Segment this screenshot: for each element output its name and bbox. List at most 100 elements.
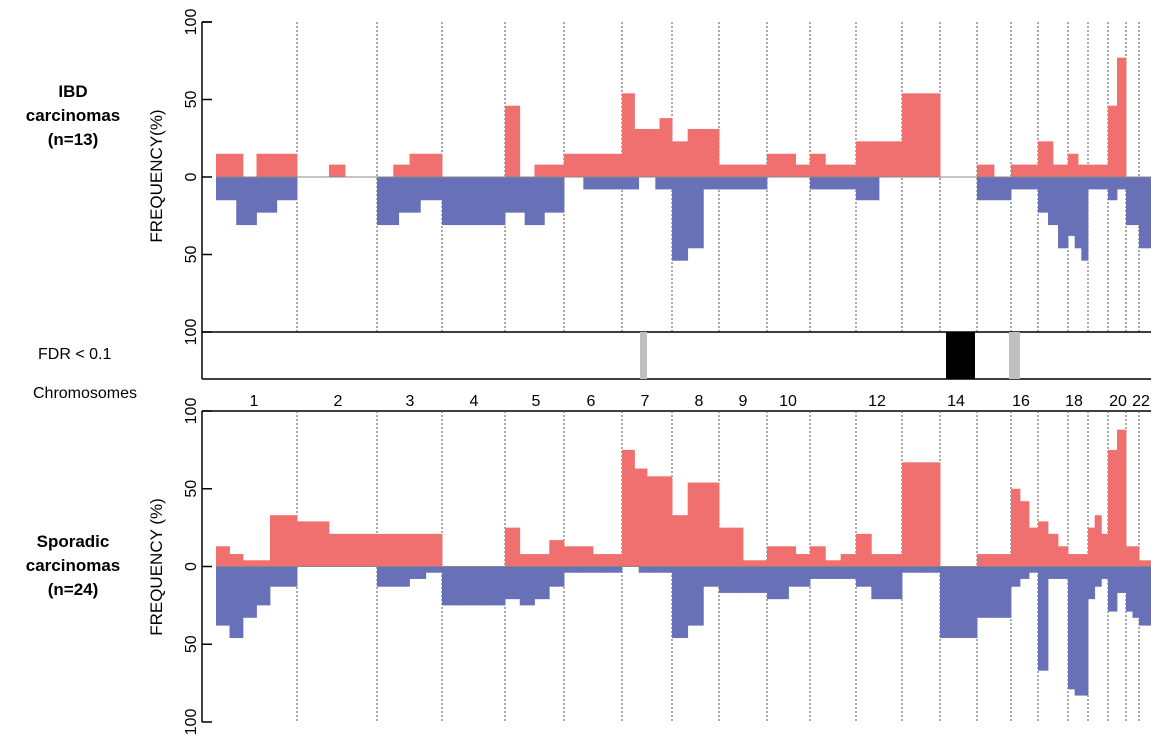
loss-bar [1058,566,1069,579]
loss-bar [958,566,978,639]
loss-bar [871,566,888,600]
chromosomes-label: Chromosomes [33,385,138,402]
loss-bar [229,566,244,639]
ibd-label-line-3: (n=13) [47,130,99,149]
loss-bar [1074,177,1082,249]
gain-bar [871,554,888,567]
loss-bar [1108,177,1118,201]
y-tick-label: 0 [183,562,200,571]
gain-bar [825,164,842,177]
loss-bar [393,566,410,587]
gain-bar [564,546,579,567]
loss-bar [276,177,298,201]
gain-bar [622,93,635,177]
gain-bar [361,533,378,567]
gain-bar [795,554,811,567]
loss-bar [703,566,720,587]
fdr-suggestive-block [1009,332,1020,379]
loss-bar [655,177,673,190]
gain-bar [1108,449,1118,567]
chromosome-label: 3 [406,393,415,410]
gain-bar [425,153,443,177]
sporadic-frequency-plot: 100 50 0 50 100 [183,398,1151,735]
gain-bar [743,560,768,567]
fdr-suggestive-block [640,332,647,379]
gain-bar [1068,153,1079,177]
y-tick-label: 50 [183,91,200,109]
chromosome-label: 4 [470,393,479,410]
gain-bar [534,164,550,177]
loss-bar [1068,566,1076,690]
y-tick-label: 50 [183,480,200,498]
gain-bar [505,105,521,177]
loss-bar [1048,177,1059,226]
gain-bar [534,554,550,567]
loss-bar [767,566,789,600]
gain-bar [994,554,1012,567]
chromosome-label: 22 [1132,393,1150,410]
loss-bar [655,566,673,573]
gain-bar [687,128,704,177]
chromosome-axis-labels: 1 2 3 4 5 6 7 8 9 10 12 14 16 18 20 22 [250,393,1150,410]
ibd-label-line-1: IBD [58,82,88,101]
loss-bar [1139,566,1151,626]
gain-bar [270,515,284,567]
loss-bar [524,177,545,226]
loss-bar [1088,566,1096,600]
loss-bar [409,566,427,579]
loss-bar [1094,566,1102,587]
gain-bar [1139,560,1151,567]
y-tick-label: 100 [183,398,200,425]
gain-bar [1117,429,1127,567]
loss-bar [743,177,768,190]
gain-bar [229,153,244,177]
gain-bar [703,482,720,567]
gain-bar [425,533,443,567]
gain-bar [879,141,903,177]
loss-bar [442,177,464,226]
loss-bar [810,177,826,190]
gain-bar [549,164,565,177]
gain-bar [1011,164,1025,177]
loss-bar [1011,566,1021,587]
loss-bar [622,177,640,190]
gain-bar [719,164,744,177]
loss-bar [719,177,744,190]
gain-bar [243,560,257,567]
y-tick-label: 50 [183,246,200,264]
gain-bar [283,153,298,177]
gain-bar [409,153,427,177]
fdr-significant-block [946,332,975,379]
loss-bar [602,177,623,190]
gain-bar [1132,546,1140,567]
loss-bar [825,177,842,190]
gain-bar [564,153,584,177]
gain-bar [687,482,704,567]
gain-bar [977,164,995,177]
gain-bar [1020,501,1030,567]
loss-bar [886,566,903,600]
fdr-track [201,331,1151,412]
gain-bar [795,164,811,177]
gain-bar [1053,164,1069,177]
loss-bar [994,566,1012,618]
gain-bar [886,554,903,567]
loss-bar [243,566,257,618]
gain-bar [329,533,346,567]
loss-bar [1117,177,1127,190]
loss-bar [1126,177,1133,226]
loss-bar [256,566,271,606]
loss-bar [1108,566,1118,612]
loss-bar [1038,566,1049,671]
gain-bar [549,540,565,567]
gain-bar [634,128,648,177]
gain-bar [602,153,623,177]
loss-bar [1048,566,1059,579]
chromosome-label: 2 [334,393,343,410]
loss-bar [1038,177,1049,213]
top-y-axis-label: FREQUENCY(%) [147,109,166,242]
loss-bar [519,566,535,606]
loss-bar [425,566,443,573]
